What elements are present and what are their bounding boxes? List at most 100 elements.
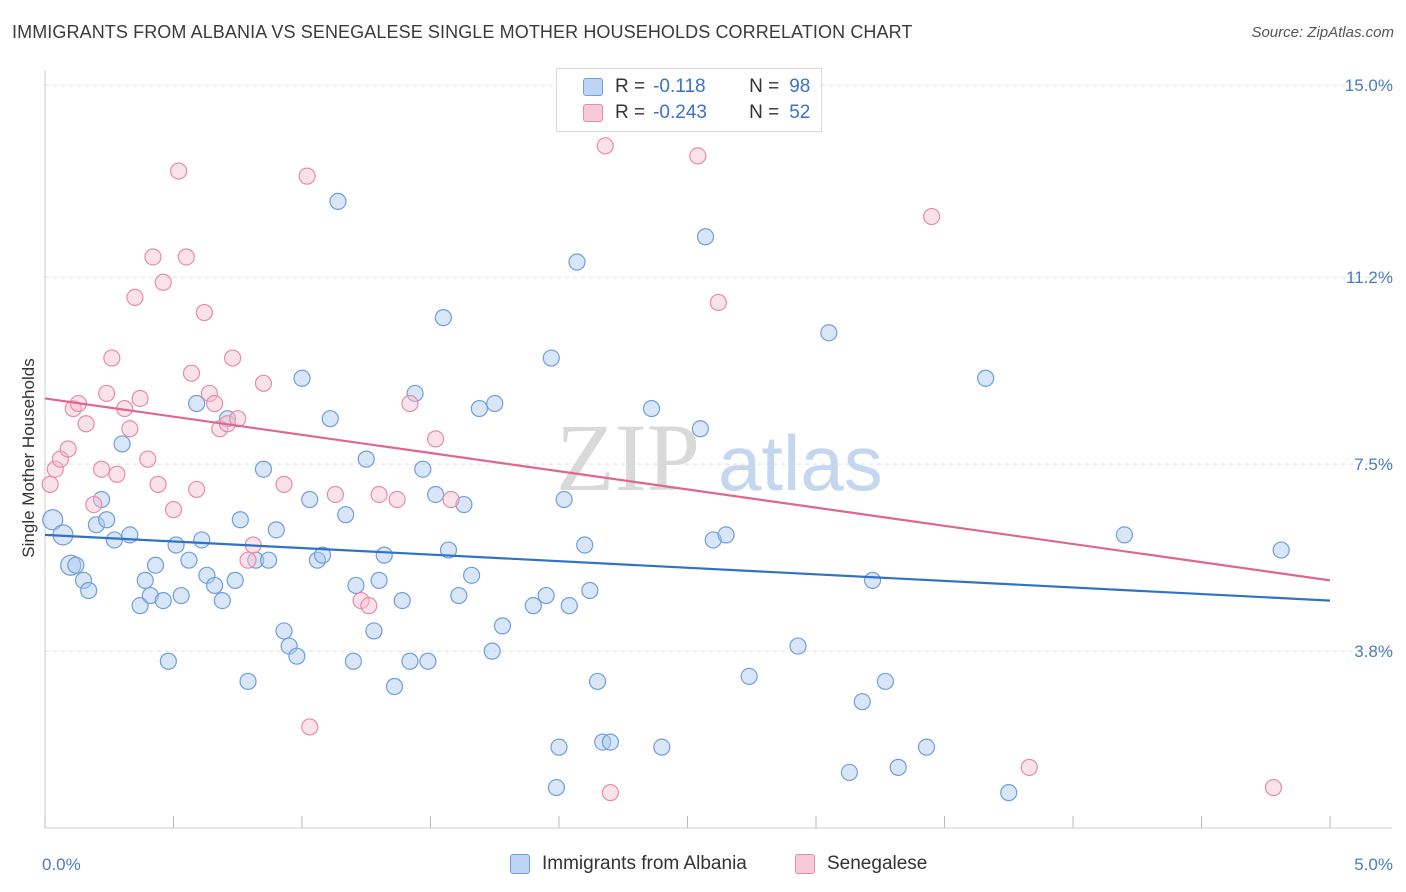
series-albania-points (42, 192, 1290, 802)
albania-point (588, 672, 607, 691)
albania-point (375, 546, 393, 564)
senegalese-point (139, 450, 157, 468)
albania-point (239, 672, 257, 691)
senegalese-point (164, 501, 183, 519)
senegalese-point (1020, 758, 1038, 776)
senegalese-point (200, 384, 219, 403)
albania-point (876, 672, 894, 691)
senegalese-point (401, 394, 419, 413)
y-tick-labels: 3.8% 7.5% 11.2% 15.0% (1345, 76, 1393, 661)
albania-point (547, 778, 566, 797)
albania-point (267, 521, 285, 539)
albania-point (853, 693, 871, 711)
albania-point (414, 460, 432, 478)
albania-point (601, 733, 620, 751)
albania-point (167, 536, 185, 554)
albania-point (576, 536, 594, 554)
albania-point (344, 652, 362, 670)
albania-point (840, 763, 859, 782)
albania-point (542, 349, 560, 367)
senegalese-point (108, 465, 126, 483)
senegalese-point (360, 597, 378, 615)
albania-point (385, 677, 404, 696)
legend-r-value: -0.118 (653, 76, 706, 97)
senegalese-point (77, 415, 95, 433)
senegalese-swatch (795, 854, 815, 874)
senegalese-point (98, 384, 116, 403)
albania-point (226, 571, 244, 589)
legend-row-albania: R = -0.118 N = 98 (583, 75, 810, 99)
senegalese-point (121, 420, 139, 438)
albania-point (434, 309, 452, 327)
source-credit: Source: ZipAtlas.com (1251, 24, 1394, 41)
albania-point (254, 460, 273, 478)
senegalese-point (254, 374, 273, 392)
albania-point (455, 495, 473, 514)
watermark-atlas: atlas (718, 419, 883, 507)
bottom-legend-label: Immigrants from Albania (542, 853, 747, 874)
albania-point (450, 586, 468, 605)
albania-point (113, 435, 131, 453)
senegalese-point (149, 475, 167, 493)
x-tick-labels: 0.0% 5.0% (42, 855, 1393, 874)
senegalese-point (131, 389, 149, 408)
senegalese-point (596, 137, 614, 155)
senegalese-point (388, 490, 406, 509)
albania-point (568, 253, 586, 271)
albania-point (308, 551, 327, 569)
albania-point (917, 738, 936, 756)
albania-swatch (510, 854, 530, 874)
senegalese-point (298, 167, 316, 185)
legend-r-label: R = (615, 76, 646, 97)
albania-point (301, 490, 319, 509)
albania-point (401, 652, 419, 670)
legend-n-label: N = (749, 102, 780, 123)
albania-point (231, 511, 249, 529)
albania-point (1115, 526, 1134, 544)
albania-point (581, 581, 599, 600)
senegalese-point (206, 394, 224, 413)
albania-point (537, 586, 555, 605)
y-tick-label: 11.2% (1346, 268, 1393, 287)
albania-point (691, 420, 709, 438)
albania-point (863, 571, 882, 589)
bottom-legend-albania: Immigrants from Albania (510, 851, 747, 877)
albania-point (74, 571, 93, 589)
senegalese-point (923, 207, 941, 226)
senegalese-point (224, 349, 242, 367)
senegalese-point (64, 399, 82, 418)
legend-n-label: N = (749, 76, 780, 97)
albania-point (206, 576, 224, 595)
albania-point (105, 531, 123, 549)
albania-point (696, 228, 715, 246)
albania-point (463, 566, 481, 584)
albania-point (889, 758, 907, 776)
albania-point (789, 637, 807, 655)
senegalese-trend-line (44, 397, 1331, 582)
albania-point (470, 399, 488, 418)
albania-point (704, 531, 722, 549)
albania-point (427, 485, 445, 504)
senegalese-point (1264, 778, 1283, 797)
senegalese-point (154, 273, 172, 291)
albania-point (188, 394, 206, 413)
albania-point (313, 546, 332, 564)
legend-r-label: R = (615, 102, 646, 123)
senegalese-point (689, 147, 707, 165)
albania-point (141, 586, 159, 605)
senegalese-point (301, 718, 319, 736)
albania-point (293, 369, 311, 387)
legend-n-value: 98 (789, 76, 811, 97)
senegalese-point (41, 475, 59, 493)
albania-point (67, 556, 85, 574)
albania-point (393, 591, 411, 610)
albania-trend-line (44, 533, 1331, 602)
senegalese-point (177, 248, 195, 266)
albania-point (288, 647, 306, 665)
albania-point (87, 516, 106, 534)
albania-point (275, 622, 293, 640)
watermark: ZIP atlas (556, 404, 883, 511)
albania-point (483, 642, 501, 660)
senegalese-point (182, 364, 201, 382)
